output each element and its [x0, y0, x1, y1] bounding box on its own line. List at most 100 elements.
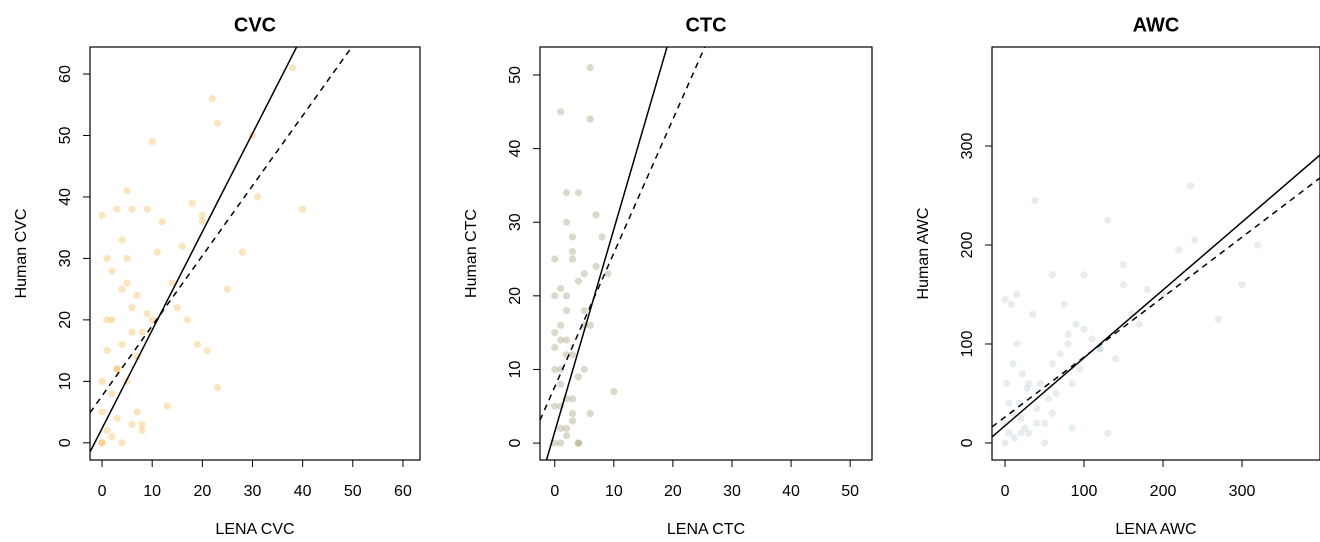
x-tick-label: 0: [550, 483, 559, 500]
point: [108, 390, 116, 398]
point: [1018, 370, 1027, 378]
point: [98, 439, 106, 447]
point: [128, 205, 136, 213]
point: [1088, 335, 1096, 343]
point: [1048, 271, 1057, 279]
x-tick-label: 20: [193, 483, 211, 500]
y-tick-label: 60: [57, 65, 74, 83]
point: [223, 285, 232, 293]
y-tick-label: 30: [57, 249, 74, 267]
chart-title: CVC: [234, 14, 276, 36]
x-tick-label: 30: [244, 483, 262, 500]
point: [568, 255, 577, 263]
point: [198, 217, 206, 226]
point: [168, 279, 176, 287]
point: [562, 306, 571, 315]
point: [98, 377, 106, 385]
point: [610, 387, 618, 396]
point: [557, 439, 565, 447]
x-tick-label: 20: [664, 483, 682, 500]
point: [213, 383, 221, 392]
point: [103, 426, 111, 435]
point: [1064, 330, 1072, 338]
y-tick-label: 10: [57, 372, 74, 390]
point: [113, 365, 121, 373]
point: [1021, 424, 1029, 432]
point: [183, 316, 191, 324]
x-axis-label: LENA CVC: [215, 521, 294, 538]
y-tick-label: 0: [507, 439, 524, 448]
point: [586, 64, 594, 72]
point: [1052, 389, 1060, 398]
chart-title: CTC: [685, 14, 726, 36]
point: [1238, 280, 1246, 289]
point: [586, 410, 594, 418]
point: [1048, 360, 1057, 368]
point: [1104, 429, 1112, 437]
dashed-fit-line: [992, 177, 1320, 428]
point: [562, 218, 571, 226]
point: [133, 291, 141, 299]
point: [557, 336, 565, 344]
x-tick-label: 40: [294, 483, 312, 500]
point: [1072, 320, 1080, 328]
x-tick-label: 50: [841, 483, 859, 500]
point: [1029, 310, 1037, 318]
point: [592, 211, 600, 219]
y-tick-label: 20: [57, 311, 74, 329]
point: [108, 316, 116, 324]
point: [1254, 241, 1262, 249]
point: [1025, 379, 1033, 388]
point: [1076, 365, 1084, 373]
point: [1036, 379, 1045, 388]
point: [113, 414, 121, 422]
point: [1135, 320, 1143, 328]
point: [568, 233, 577, 241]
point: [1068, 379, 1076, 388]
point: [118, 439, 126, 447]
point: [98, 211, 106, 219]
point: [568, 395, 577, 403]
y-tick-label: 40: [507, 140, 524, 158]
point: [568, 410, 577, 418]
point: [1187, 181, 1195, 190]
point: [143, 310, 151, 318]
plot-area: [540, 47, 706, 460]
y-axis-label: Human CTC: [463, 209, 480, 298]
point: [574, 189, 582, 197]
point: [1017, 414, 1025, 422]
point: [188, 199, 196, 207]
point: [586, 321, 594, 329]
point: [604, 270, 612, 278]
point: [557, 380, 565, 388]
point: [574, 439, 582, 447]
point: [1017, 429, 1025, 437]
point: [143, 205, 151, 213]
point: [1040, 439, 1049, 447]
point: [580, 365, 588, 374]
plot-frame: [89, 46, 421, 461]
point: [118, 340, 126, 349]
x-tick-label: 100: [1071, 483, 1098, 500]
point: [98, 439, 106, 447]
x-tick-label: 200: [1150, 483, 1177, 500]
point: [103, 316, 111, 324]
point: [1191, 236, 1199, 244]
y-tick-label: 40: [57, 188, 74, 206]
point: [557, 108, 565, 116]
point: [173, 303, 181, 312]
point: [153, 248, 161, 256]
point: [557, 284, 565, 293]
y-tick-label: 30: [507, 213, 524, 231]
point: [128, 303, 136, 312]
point: [1080, 271, 1088, 279]
x-axis-label: LENA CTC: [667, 521, 745, 538]
point: [568, 248, 577, 256]
point: [1033, 419, 1041, 427]
point: [574, 439, 582, 447]
point: [1013, 290, 1021, 299]
point: [551, 402, 559, 410]
chart-title: AWC: [1133, 14, 1180, 36]
point: [138, 426, 146, 435]
point: [289, 64, 297, 72]
